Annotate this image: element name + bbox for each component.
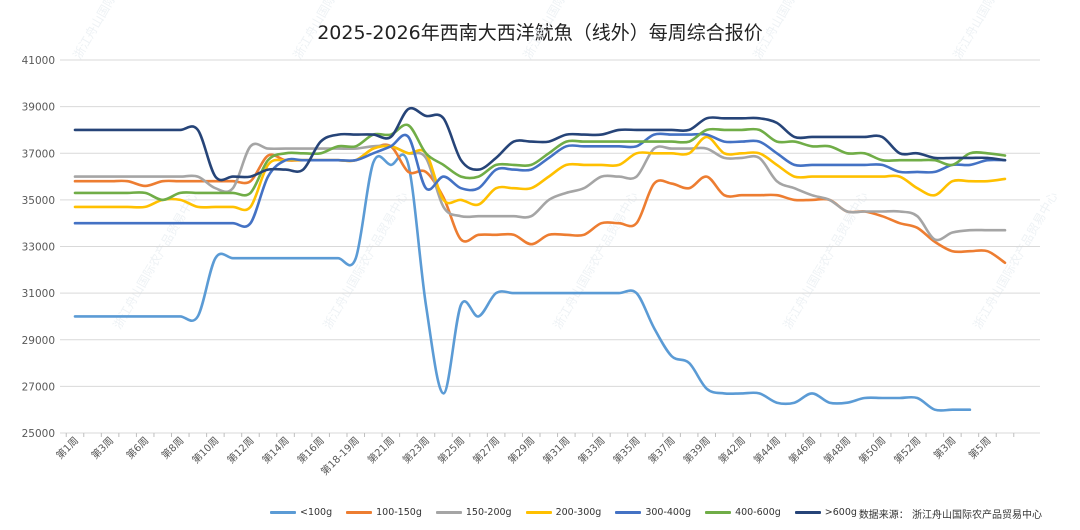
x-tick-label: 第31周 — [540, 434, 572, 466]
legend-label: 400-600g — [735, 506, 781, 518]
y-tick-label: 41000 — [22, 55, 55, 67]
legend-item: 200-300g — [525, 506, 602, 518]
y-tick-label: 31000 — [22, 288, 55, 300]
y-tick-label: 29000 — [22, 335, 55, 347]
watermark: 浙江舟山国际农产品贸易中心 — [950, 0, 1041, 62]
legend-label: 200-300g — [555, 506, 602, 518]
watermark: 浙江舟山国际农产品贸易中心 — [110, 189, 201, 332]
legend-swatch — [705, 510, 732, 514]
x-tick-label: 第42周 — [716, 434, 748, 466]
legend-label: 300-400g — [645, 506, 692, 518]
watermark: 浙江舟山国际农产品贸易中心 — [550, 189, 641, 332]
series-line-150-200g — [73, 142, 1007, 242]
watermark: 浙江舟山国际农产品贸易中心 — [750, 0, 841, 62]
x-tick-label: 第12周 — [224, 434, 256, 466]
legend-item: 300-400g — [615, 507, 691, 518]
series-line-400-600g — [73, 123, 1007, 202]
x-tick-label: 第5周 — [966, 434, 994, 462]
legend-item: >600g — [794, 506, 857, 518]
x-tick-label: 第6周 — [123, 434, 151, 462]
x-tick-label: 第3周 — [88, 434, 116, 462]
legend-item: <100g — [270, 507, 332, 518]
x-tick-label: 第39周 — [680, 434, 712, 466]
x-tick-label: 第10周 — [189, 434, 221, 466]
watermark: 浙江舟山国际农产品贸易中心 — [290, 0, 381, 62]
legend: <100g 100-150g 150-200g 200-300g 300-400g 400… — [270, 504, 871, 520]
legend-label: 100-150g — [376, 506, 422, 518]
watermark: 浙江舟山国际农产品贸易中心 — [780, 189, 871, 332]
x-tick-label: 第37周 — [645, 434, 677, 466]
legend-swatch — [435, 510, 462, 514]
series-line-200-300g — [73, 135, 1007, 212]
watermark: 浙江舟山国际农产品贸易中心 — [520, 0, 611, 62]
x-tick-label: 第33周 — [575, 434, 607, 466]
data-source: 数据来源： 浙江舟山国际农产品贸易中心 — [858, 510, 1042, 521]
x-tick-label: 第27周 — [470, 434, 502, 466]
watermark: 浙江舟山国际农产品贸易中心 — [70, 0, 161, 62]
x-tick-label: 第48周 — [821, 434, 853, 466]
y-tick-label: 25000 — [22, 428, 55, 440]
legend-label: >600g — [824, 506, 857, 518]
legend-swatch — [615, 510, 642, 514]
legend-label: <100g — [300, 506, 333, 518]
legend-swatch — [346, 510, 373, 514]
legend-item: 400-600g — [705, 507, 781, 518]
x-tick-label: 第23周 — [400, 434, 432, 466]
series-line-600g — [73, 106, 1007, 182]
legend-item: 100-150g — [346, 507, 422, 518]
x-tick-label: 第52周 — [891, 434, 923, 466]
x-tick-label: 第35周 — [610, 434, 642, 466]
x-tick-label: 第46周 — [786, 434, 818, 466]
x-tick-label: 第44周 — [751, 434, 783, 466]
legend-swatch — [270, 510, 296, 514]
x-tick-label: 第18-19周 — [318, 434, 362, 478]
legend-item: 150-200g — [435, 506, 512, 518]
x-tick-label: 第8周 — [159, 434, 187, 462]
x-tick-label: 第1周 — [53, 434, 81, 462]
y-tick-label: 35000 — [22, 195, 55, 207]
x-tick-label: 第3周 — [931, 434, 959, 462]
legend-swatch — [794, 510, 821, 514]
series-line-100g — [73, 153, 972, 412]
y-tick-label: 27000 — [22, 381, 55, 393]
legend-swatch — [525, 510, 552, 514]
chart-title: 2025-2026年西南大西洋魷魚（线外）每周综合报价 — [317, 22, 763, 44]
x-tick-label: 第21周 — [365, 434, 397, 466]
series-line-300-400g — [73, 132, 1007, 228]
x-tick-label: 第16周 — [294, 434, 326, 466]
x-tick-label: 第14周 — [259, 434, 291, 466]
watermark: 浙江舟山国际农产品贸易中心 — [970, 189, 1061, 332]
legend-label: 150-200g — [465, 506, 512, 518]
x-tick-label: 第50周 — [856, 434, 888, 466]
x-tick-label: 第29周 — [505, 434, 537, 466]
y-tick-label: 37000 — [22, 148, 55, 160]
y-tick-label: 33000 — [22, 242, 55, 254]
y-tick-label: 39000 — [22, 102, 55, 114]
x-tick-label: 第25周 — [435, 434, 467, 466]
